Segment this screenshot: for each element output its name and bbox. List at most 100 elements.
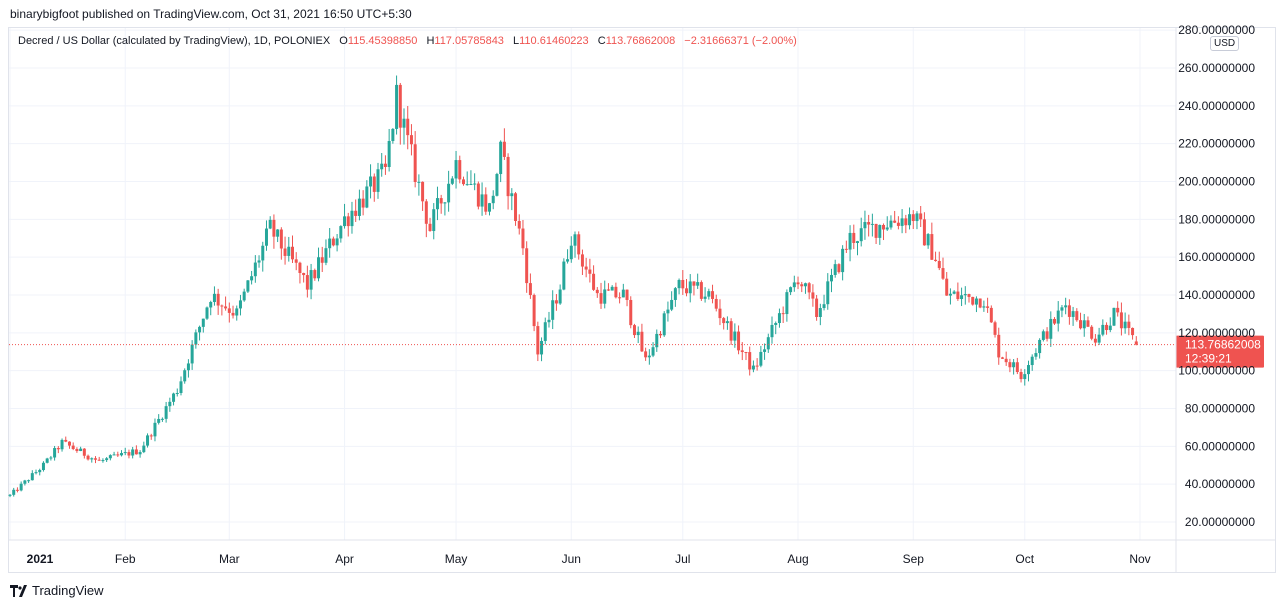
candle-body bbox=[361, 198, 365, 208]
candle bbox=[123, 447, 127, 456]
candle bbox=[142, 441, 146, 454]
candle-body bbox=[629, 299, 633, 326]
chart-frame bbox=[8, 27, 1276, 573]
candle bbox=[729, 318, 733, 345]
candle-body bbox=[205, 307, 209, 319]
candle-body bbox=[224, 306, 228, 309]
candle-body bbox=[1119, 312, 1123, 329]
candle-body bbox=[283, 248, 287, 256]
candle bbox=[413, 131, 417, 188]
candle-body bbox=[261, 245, 265, 261]
candle bbox=[547, 311, 551, 328]
candle-body bbox=[395, 84, 399, 129]
candle-body bbox=[1127, 321, 1131, 328]
candle-body bbox=[19, 483, 23, 491]
candle-body bbox=[1123, 321, 1127, 329]
candle-body bbox=[398, 84, 402, 128]
candle bbox=[34, 469, 38, 475]
candle bbox=[71, 442, 75, 451]
candle-body bbox=[264, 228, 268, 246]
candle bbox=[242, 288, 246, 302]
candle bbox=[737, 325, 741, 355]
candle bbox=[978, 298, 982, 309]
candle bbox=[562, 258, 566, 291]
candle-body bbox=[369, 176, 373, 187]
candle-body bbox=[829, 274, 833, 282]
candle-body bbox=[238, 300, 242, 309]
candle bbox=[276, 229, 280, 243]
candle-body bbox=[785, 292, 789, 315]
high-value: 117.05785843 bbox=[434, 35, 504, 47]
candle-body bbox=[235, 308, 239, 316]
candle-body bbox=[926, 234, 930, 246]
candle bbox=[1019, 368, 1023, 383]
candle bbox=[952, 290, 956, 295]
candle-body bbox=[402, 118, 406, 128]
candle bbox=[688, 274, 692, 303]
candle bbox=[521, 219, 525, 255]
candle-body bbox=[15, 489, 19, 491]
candle bbox=[815, 295, 819, 321]
candle-body bbox=[71, 445, 75, 450]
candle-body bbox=[740, 350, 744, 353]
candle bbox=[27, 479, 31, 483]
currency-button[interactable]: USD bbox=[1210, 36, 1240, 51]
candle bbox=[960, 287, 964, 307]
candle-body bbox=[201, 318, 205, 327]
candle bbox=[551, 290, 555, 330]
candle-body bbox=[209, 302, 213, 308]
candle bbox=[238, 294, 242, 316]
candle-body bbox=[632, 325, 636, 336]
candle-body bbox=[458, 160, 462, 180]
close-value: 113.76862008 bbox=[605, 35, 676, 47]
price-tick-label: 60.00000000 bbox=[1185, 439, 1255, 453]
candle bbox=[963, 286, 967, 305]
candle bbox=[640, 323, 644, 352]
candle bbox=[15, 487, 19, 493]
candle bbox=[856, 240, 859, 256]
candle-body bbox=[1056, 310, 1060, 324]
candle-body bbox=[569, 245, 573, 260]
candle bbox=[38, 468, 42, 476]
candle bbox=[183, 368, 187, 384]
candle-body bbox=[547, 319, 551, 323]
candle-body bbox=[380, 163, 384, 170]
candle bbox=[443, 202, 447, 216]
candle-body bbox=[900, 218, 904, 226]
candle bbox=[870, 213, 874, 237]
tradingview-logo-icon bbox=[10, 584, 28, 597]
candle-body bbox=[1026, 365, 1030, 375]
candle-body bbox=[558, 289, 562, 304]
candle-body bbox=[948, 293, 952, 296]
candle-body bbox=[298, 262, 302, 273]
candle-body bbox=[1093, 338, 1097, 343]
candle bbox=[1079, 312, 1083, 330]
candle bbox=[532, 293, 536, 332]
candle-body bbox=[123, 452, 127, 454]
candle bbox=[696, 273, 700, 289]
candle-body bbox=[60, 439, 64, 450]
candle bbox=[774, 321, 778, 335]
candle-body bbox=[287, 246, 291, 256]
candle bbox=[941, 257, 945, 280]
candle-body bbox=[993, 322, 997, 335]
candle bbox=[305, 265, 309, 298]
candle bbox=[528, 273, 532, 299]
candle bbox=[1090, 325, 1094, 341]
candle-body bbox=[770, 324, 774, 338]
candle-body bbox=[614, 286, 618, 298]
candle-body bbox=[997, 334, 1001, 358]
candle bbox=[685, 278, 689, 297]
candle-body bbox=[796, 282, 800, 285]
candle bbox=[283, 236, 287, 265]
candle bbox=[618, 292, 622, 304]
candle bbox=[19, 481, 23, 492]
candle-body bbox=[105, 458, 109, 461]
candle bbox=[279, 227, 283, 260]
candle bbox=[201, 318, 205, 333]
candle-body bbox=[461, 179, 465, 185]
candle-body bbox=[305, 275, 309, 290]
candle-body bbox=[350, 210, 354, 227]
candle bbox=[495, 172, 499, 197]
